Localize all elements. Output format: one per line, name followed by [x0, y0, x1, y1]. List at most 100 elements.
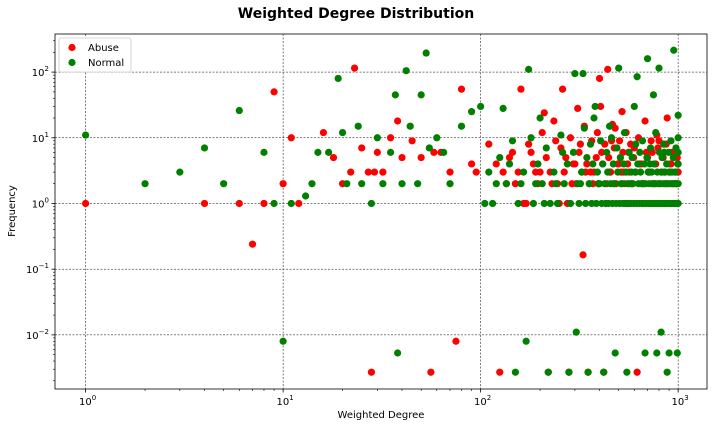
data-point-normal: [650, 160, 658, 168]
data-point-normal: [457, 122, 466, 130]
data-point-abuse: [633, 368, 641, 376]
x-tick-label: 102: [474, 394, 491, 408]
data-point-abuse: [519, 199, 528, 208]
data-point-normal: [628, 153, 636, 162]
data-point-normal: [398, 180, 406, 188]
data-point-abuse: [350, 64, 359, 72]
data-point-abuse: [81, 199, 90, 208]
data-point-abuse: [496, 368, 504, 376]
data-point-normal: [314, 148, 322, 156]
data-point-abuse: [550, 117, 558, 125]
y-tick-label: 10−2: [26, 328, 49, 342]
data-point-normal: [514, 199, 522, 208]
data-point-abuse: [319, 128, 328, 137]
data-point-abuse: [579, 251, 587, 259]
data-point-normal: [636, 168, 645, 176]
data-point-normal: [590, 114, 598, 122]
data-point-abuse: [615, 137, 624, 145]
data-point-normal: [580, 124, 588, 132]
data-point-abuse: [508, 148, 517, 156]
data-point-normal: [674, 111, 682, 119]
data-point-normal: [200, 144, 209, 152]
data-point-normal: [557, 131, 565, 139]
x-tick-label: 100: [79, 394, 96, 408]
data-point-normal: [622, 168, 630, 176]
data-point-normal: [354, 122, 362, 130]
data-point-normal: [406, 122, 414, 130]
data-point-normal: [633, 73, 641, 81]
data-point-normal: [643, 55, 652, 63]
data-point-normal: [81, 131, 90, 139]
data-point-normal: [414, 180, 422, 188]
data-point-normal: [665, 148, 673, 156]
legend-marker-abuse: [68, 43, 76, 52]
x-axis-ticks: 100 101 102 103: [79, 389, 689, 408]
data-point-normal: [525, 65, 533, 73]
data-point-abuse: [373, 148, 381, 156]
data-point-normal: [657, 328, 665, 336]
data-point-normal: [579, 69, 587, 78]
data-point-normal: [446, 180, 454, 188]
data-point-abuse: [287, 134, 295, 142]
data-point-normal: [585, 180, 593, 188]
data-point-normal: [542, 144, 550, 152]
data-point-normal: [629, 180, 637, 188]
data-point-normal: [663, 160, 671, 168]
data-point-normal: [417, 91, 425, 99]
data-point-normal: [653, 349, 661, 357]
data-point-normal: [485, 168, 493, 176]
data-point-abuse: [364, 168, 372, 176]
data-point-normal: [631, 168, 639, 176]
data-point-abuse: [492, 160, 500, 168]
data-point-abuse: [398, 153, 406, 162]
data-point-normal: [607, 134, 616, 142]
data-point-normal: [260, 148, 268, 156]
data-point-normal: [600, 368, 608, 376]
data-point-abuse: [467, 160, 476, 168]
data-point-normal: [560, 180, 568, 188]
data-point-normal: [632, 140, 640, 148]
data-point-abuse: [517, 85, 525, 93]
data-point-normal: [552, 180, 560, 188]
data-point-abuse: [595, 74, 604, 83]
data-point-abuse: [499, 168, 507, 176]
data-point-normal: [287, 199, 295, 208]
data-point-normal: [586, 140, 595, 148]
data-point-abuse: [562, 153, 570, 162]
legend-box: [58, 37, 132, 73]
data-point-normal: [584, 368, 592, 376]
data-point-abuse: [575, 148, 583, 156]
data-point-abuse: [558, 85, 567, 93]
data-point-normal: [673, 349, 681, 357]
data-point-normal: [581, 199, 590, 208]
data-point-abuse: [618, 108, 626, 116]
data-point-normal: [617, 180, 625, 188]
data-point-abuse: [569, 160, 578, 168]
chart-title: Weighted Degree Distribution: [238, 6, 474, 22]
data-point-normal: [499, 104, 507, 113]
legend: Abuse Normal: [58, 37, 132, 73]
data-point-abuse: [604, 65, 612, 73]
data-point-normal: [674, 199, 682, 208]
data-point-normal: [669, 153, 677, 162]
data-point-normal: [511, 368, 520, 376]
data-point-normal: [569, 148, 578, 156]
data-point-normal: [641, 349, 649, 357]
data-point-normal: [279, 337, 287, 345]
data-point-normal: [519, 168, 528, 176]
y-tick-label: 100: [32, 196, 49, 210]
data-point-normal: [325, 148, 333, 156]
data-point-normal: [623, 368, 631, 376]
data-point-normal: [674, 148, 682, 156]
data-point-normal: [270, 199, 278, 208]
y-tick-label: 101: [32, 131, 49, 145]
data-point-normal: [308, 180, 316, 188]
data-point-abuse: [430, 148, 438, 156]
data-point-normal: [674, 160, 682, 168]
data-point-normal: [630, 102, 638, 111]
data-point-normal: [609, 160, 617, 168]
data-point-abuse: [583, 160, 591, 168]
data-point-normal: [550, 168, 558, 176]
data-point-normal: [433, 134, 441, 142]
data-point-normal: [532, 180, 540, 188]
